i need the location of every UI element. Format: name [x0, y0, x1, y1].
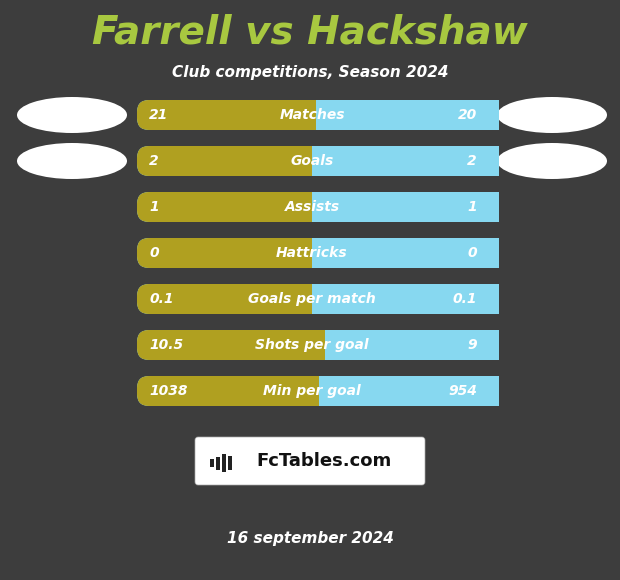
FancyBboxPatch shape	[137, 238, 487, 268]
Text: Goals: Goals	[290, 154, 334, 168]
FancyBboxPatch shape	[137, 284, 487, 314]
Bar	[326, 330, 499, 360]
Text: Shots per goal: Shots per goal	[255, 338, 369, 352]
FancyBboxPatch shape	[137, 192, 487, 222]
Text: Assists: Assists	[285, 200, 340, 214]
Text: 0: 0	[149, 246, 159, 260]
Text: Hattricks: Hattricks	[276, 246, 348, 260]
FancyBboxPatch shape	[137, 100, 487, 130]
Text: 1038: 1038	[149, 384, 187, 398]
Text: 2: 2	[467, 154, 477, 168]
FancyBboxPatch shape	[137, 376, 487, 406]
Text: Club competitions, Season 2024: Club competitions, Season 2024	[172, 64, 448, 79]
Text: 1: 1	[467, 200, 477, 214]
FancyBboxPatch shape	[195, 437, 425, 485]
Text: Farrell vs Hackshaw: Farrell vs Hackshaw	[92, 13, 528, 51]
Text: 2: 2	[149, 154, 159, 168]
Text: Matches: Matches	[279, 108, 345, 122]
Bar	[319, 376, 499, 406]
Text: 21: 21	[149, 108, 168, 122]
Bar	[216, 456, 220, 469]
Text: 0.1: 0.1	[453, 292, 477, 306]
FancyBboxPatch shape	[137, 192, 487, 222]
Bar	[210, 459, 214, 467]
FancyBboxPatch shape	[137, 146, 487, 176]
Text: 0: 0	[467, 246, 477, 260]
Text: 16 september 2024: 16 september 2024	[226, 531, 394, 546]
Bar	[312, 192, 499, 222]
Ellipse shape	[497, 143, 607, 179]
FancyBboxPatch shape	[137, 238, 487, 268]
Text: 9: 9	[467, 338, 477, 352]
FancyBboxPatch shape	[137, 100, 487, 130]
Bar	[312, 238, 499, 268]
Bar	[312, 284, 499, 314]
Bar	[316, 100, 499, 130]
Text: 954: 954	[448, 384, 477, 398]
FancyBboxPatch shape	[137, 146, 487, 176]
Text: 0.1: 0.1	[149, 292, 174, 306]
FancyBboxPatch shape	[137, 376, 487, 406]
FancyBboxPatch shape	[137, 330, 487, 360]
Text: 1: 1	[149, 200, 159, 214]
FancyBboxPatch shape	[137, 284, 487, 314]
Text: Goals per match: Goals per match	[248, 292, 376, 306]
Text: 10.5: 10.5	[149, 338, 183, 352]
Text: Min per goal: Min per goal	[263, 384, 361, 398]
Text: 20: 20	[458, 108, 477, 122]
FancyBboxPatch shape	[137, 330, 487, 360]
Text: FcTables.com: FcTables.com	[256, 452, 391, 470]
Bar	[228, 456, 232, 470]
Bar	[312, 146, 499, 176]
Bar	[222, 454, 226, 472]
Ellipse shape	[17, 97, 127, 133]
Ellipse shape	[497, 97, 607, 133]
Ellipse shape	[17, 143, 127, 179]
